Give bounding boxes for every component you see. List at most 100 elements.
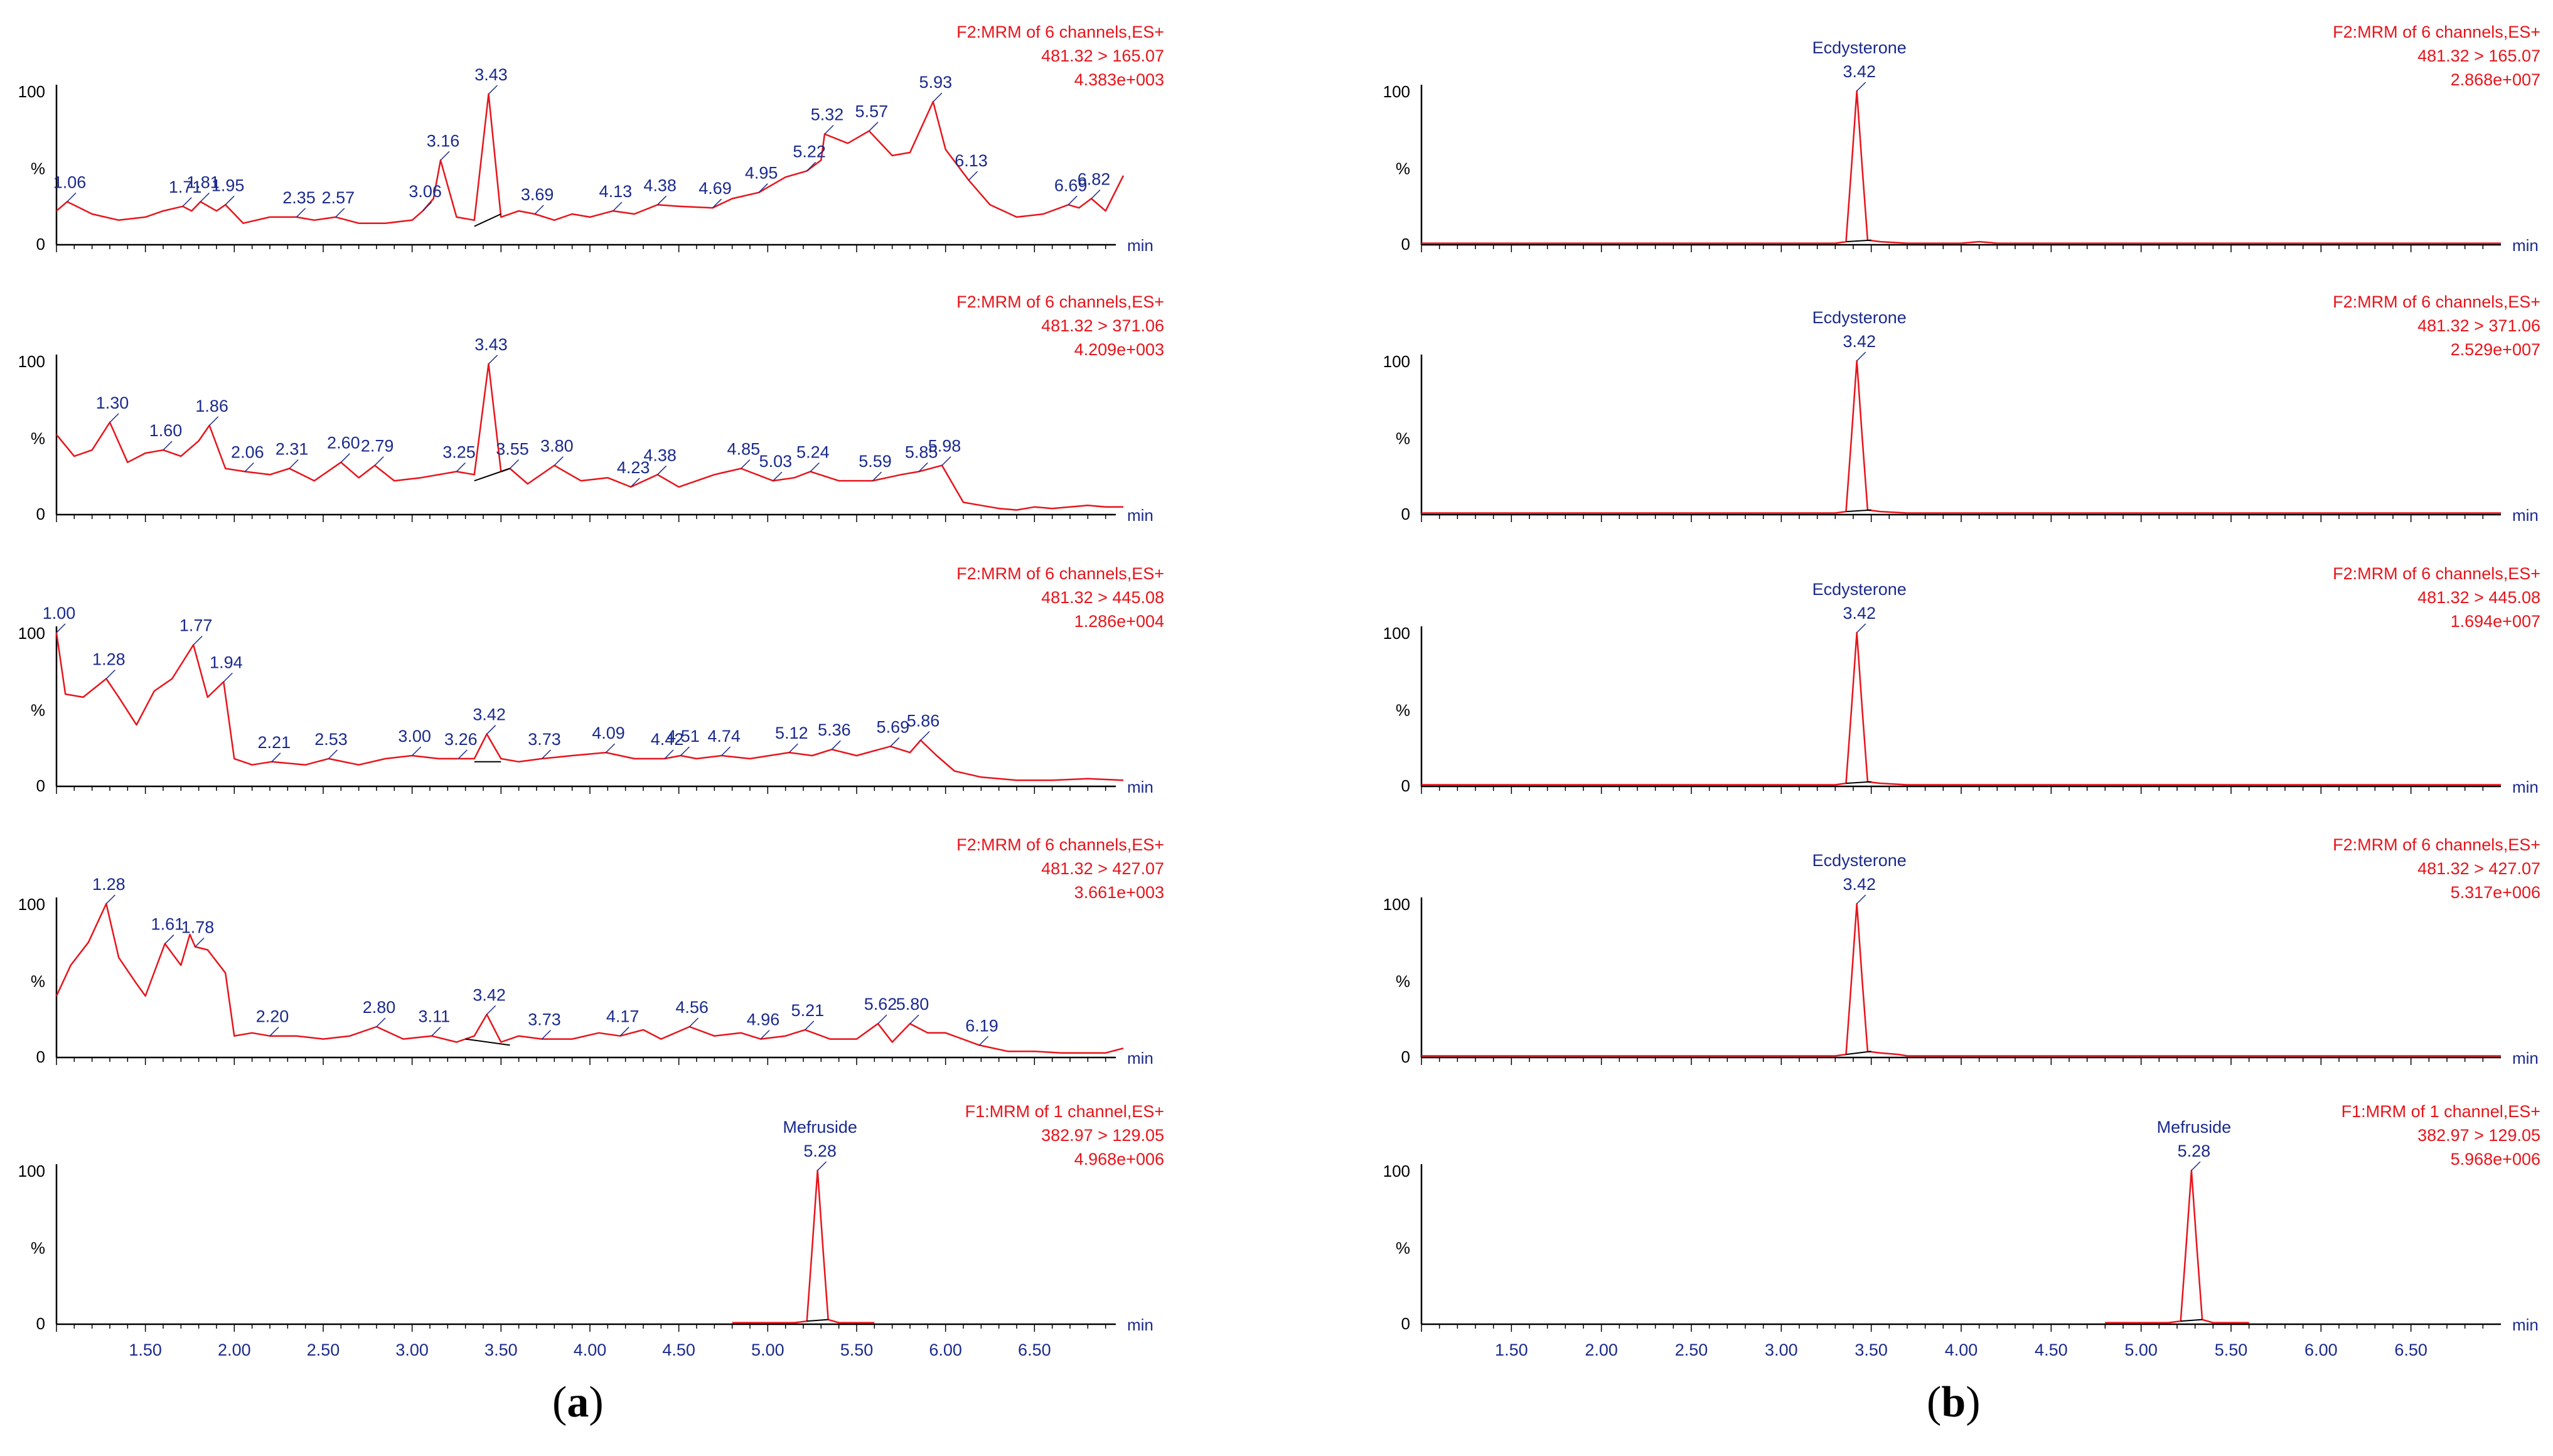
panel-label-a: (a) <box>552 1378 604 1427</box>
a1-peak-label: 2.35 <box>282 188 316 207</box>
b4-peak-leader <box>1856 894 1866 904</box>
a1-info-line-3: 4.383e+003 <box>1074 70 1164 89</box>
a2-ytick-100: 100 <box>18 352 45 371</box>
b5-info-line-3: 5.968e+006 <box>2451 1150 2540 1169</box>
a3-peak-leader <box>56 623 66 633</box>
b4-ytick-0: 0 <box>1401 1047 1410 1066</box>
a1-peak-label: 1.95 <box>211 176 245 195</box>
b1-ytick-0: 0 <box>1401 235 1410 254</box>
a3-peak-label: 4.09 <box>592 724 625 742</box>
a2-peak-label: 5.59 <box>859 452 892 471</box>
a3-peak-label: 3.42 <box>473 705 506 724</box>
a5-xtick-label: 6.50 <box>1018 1341 1051 1359</box>
a3-peak-leader <box>664 749 674 759</box>
a2-peak-leader <box>872 471 882 481</box>
a1-peak-label: 6.13 <box>955 151 988 170</box>
a2-peak-leader <box>488 355 498 365</box>
a3-peak-leader <box>605 743 616 753</box>
a3-info-line-1: F2:MRM of 6 channels,ES+ <box>956 564 1164 583</box>
b2-compound-name: Ecdysterone <box>1812 308 1907 327</box>
a4-peak-label: 2.80 <box>363 998 396 1017</box>
a1-peak-leader <box>1091 189 1101 200</box>
a3-peak-leader <box>920 731 930 741</box>
a5-integration-baseline <box>806 1319 828 1322</box>
a1-peak-leader <box>488 85 498 95</box>
a4-peak-leader <box>978 1036 989 1046</box>
a3-peak-label: 3.00 <box>398 727 431 746</box>
a5-xtick-label: 4.50 <box>662 1341 695 1359</box>
a1-peak-leader <box>758 183 768 193</box>
a1-peak-label: 3.69 <box>521 185 554 204</box>
a2-peak-leader <box>630 478 640 488</box>
a4-peak-leader <box>164 934 174 945</box>
a2-peak-leader <box>289 459 299 469</box>
a2-trace <box>56 363 1123 511</box>
a3-peak-leader <box>193 636 203 646</box>
a2-peak-label: 3.43 <box>474 335 508 354</box>
b2-x-unit: min <box>2512 506 2539 525</box>
a2-peak-label: 4.38 <box>643 446 677 464</box>
b1-ytick-100: 100 <box>1383 82 1410 101</box>
a1-peak-leader <box>933 92 943 102</box>
a2-ytick-0: 0 <box>36 505 45 523</box>
a2-peak-label: 3.25 <box>442 442 476 461</box>
b4-ytick-percent: % <box>1396 972 1410 991</box>
b5-integration-baseline <box>2180 1319 2203 1322</box>
a3-peak-leader <box>458 749 468 759</box>
a5-xtick-label: 6.00 <box>929 1341 962 1359</box>
a2-peak-leader <box>554 456 564 466</box>
b4-trace <box>1421 902 2501 1057</box>
a4-ytick-percent: % <box>31 972 45 991</box>
a1-peak-leader <box>225 195 235 205</box>
a5-info-line-3: 4.968e+006 <box>1074 1150 1164 1169</box>
b5-xtick-label: 4.00 <box>1945 1341 1978 1359</box>
a1-peak-leader <box>67 192 77 202</box>
b2-info-line-3: 2.529e+007 <box>2451 340 2540 359</box>
a2-peak-label: 1.60 <box>149 421 183 440</box>
b5-xtick-label: 6.50 <box>2394 1341 2427 1359</box>
a2-peak-leader <box>244 462 254 472</box>
b1-peak-label: 3.42 <box>1843 62 1876 81</box>
a2-peak-label: 3.80 <box>540 437 574 456</box>
a1-peak-label: 3.06 <box>409 182 442 201</box>
a2-peak-label: 5.24 <box>796 442 830 461</box>
a1-x-unit: min <box>1127 236 1153 255</box>
a4-info-line-2: 481.32 > 427.07 <box>1041 859 1164 878</box>
a5-ytick-100: 100 <box>18 1162 45 1180</box>
a5-info-line-1: F1:MRM of 1 channel,ES+ <box>965 1102 1164 1121</box>
b4-info-line-2: 481.32 > 427.07 <box>2417 859 2540 878</box>
a4-peak-leader <box>760 1030 770 1040</box>
b1-trace <box>1421 90 2501 244</box>
b4-x-unit: min <box>2512 1049 2539 1068</box>
b2-info-line-2: 481.32 > 371.06 <box>2417 316 2540 335</box>
a3-trace <box>55 632 1124 781</box>
a3-info-line-3: 1.286e+004 <box>1074 612 1164 631</box>
a1-peak-leader <box>657 195 667 205</box>
a1-peak-leader <box>422 201 432 211</box>
a1-peak-label: 1.06 <box>53 173 87 191</box>
b5-info-line-1: F1:MRM of 1 channel,ES+ <box>2342 1102 2540 1121</box>
a3-peak-leader <box>890 737 900 747</box>
a5-peak-label: 5.28 <box>803 1142 837 1160</box>
a5-xtick-label: 1.50 <box>129 1341 162 1359</box>
a1-peak-label: 5.32 <box>811 105 844 124</box>
a3-peak-label: 1.77 <box>179 616 213 635</box>
a3-peak-leader <box>680 746 690 756</box>
a3-ytick-100: 100 <box>18 624 45 643</box>
a4-peak-leader <box>689 1017 699 1027</box>
b4-peak-label: 3.42 <box>1843 875 1876 894</box>
a2-peak-label: 1.30 <box>96 393 129 412</box>
a5-xtick-label: 3.00 <box>395 1341 429 1359</box>
a5-ytick-percent: % <box>31 1239 45 1258</box>
a3-peak-label: 1.94 <box>210 653 243 672</box>
a1-peak-leader <box>824 125 834 135</box>
a2-peak-label: 2.60 <box>327 434 360 452</box>
a4-peak-label: 3.73 <box>528 1010 561 1029</box>
b1-info-line-2: 481.32 > 165.07 <box>2417 46 2540 65</box>
a1-peak-label: 5.22 <box>793 142 826 161</box>
a4-peak-label: 1.61 <box>151 915 185 934</box>
a2-peak-leader <box>741 459 751 469</box>
a3-x-unit: min <box>1127 778 1153 796</box>
a2-peak-leader <box>374 456 384 466</box>
a1-peak-label: 2.57 <box>322 188 355 207</box>
